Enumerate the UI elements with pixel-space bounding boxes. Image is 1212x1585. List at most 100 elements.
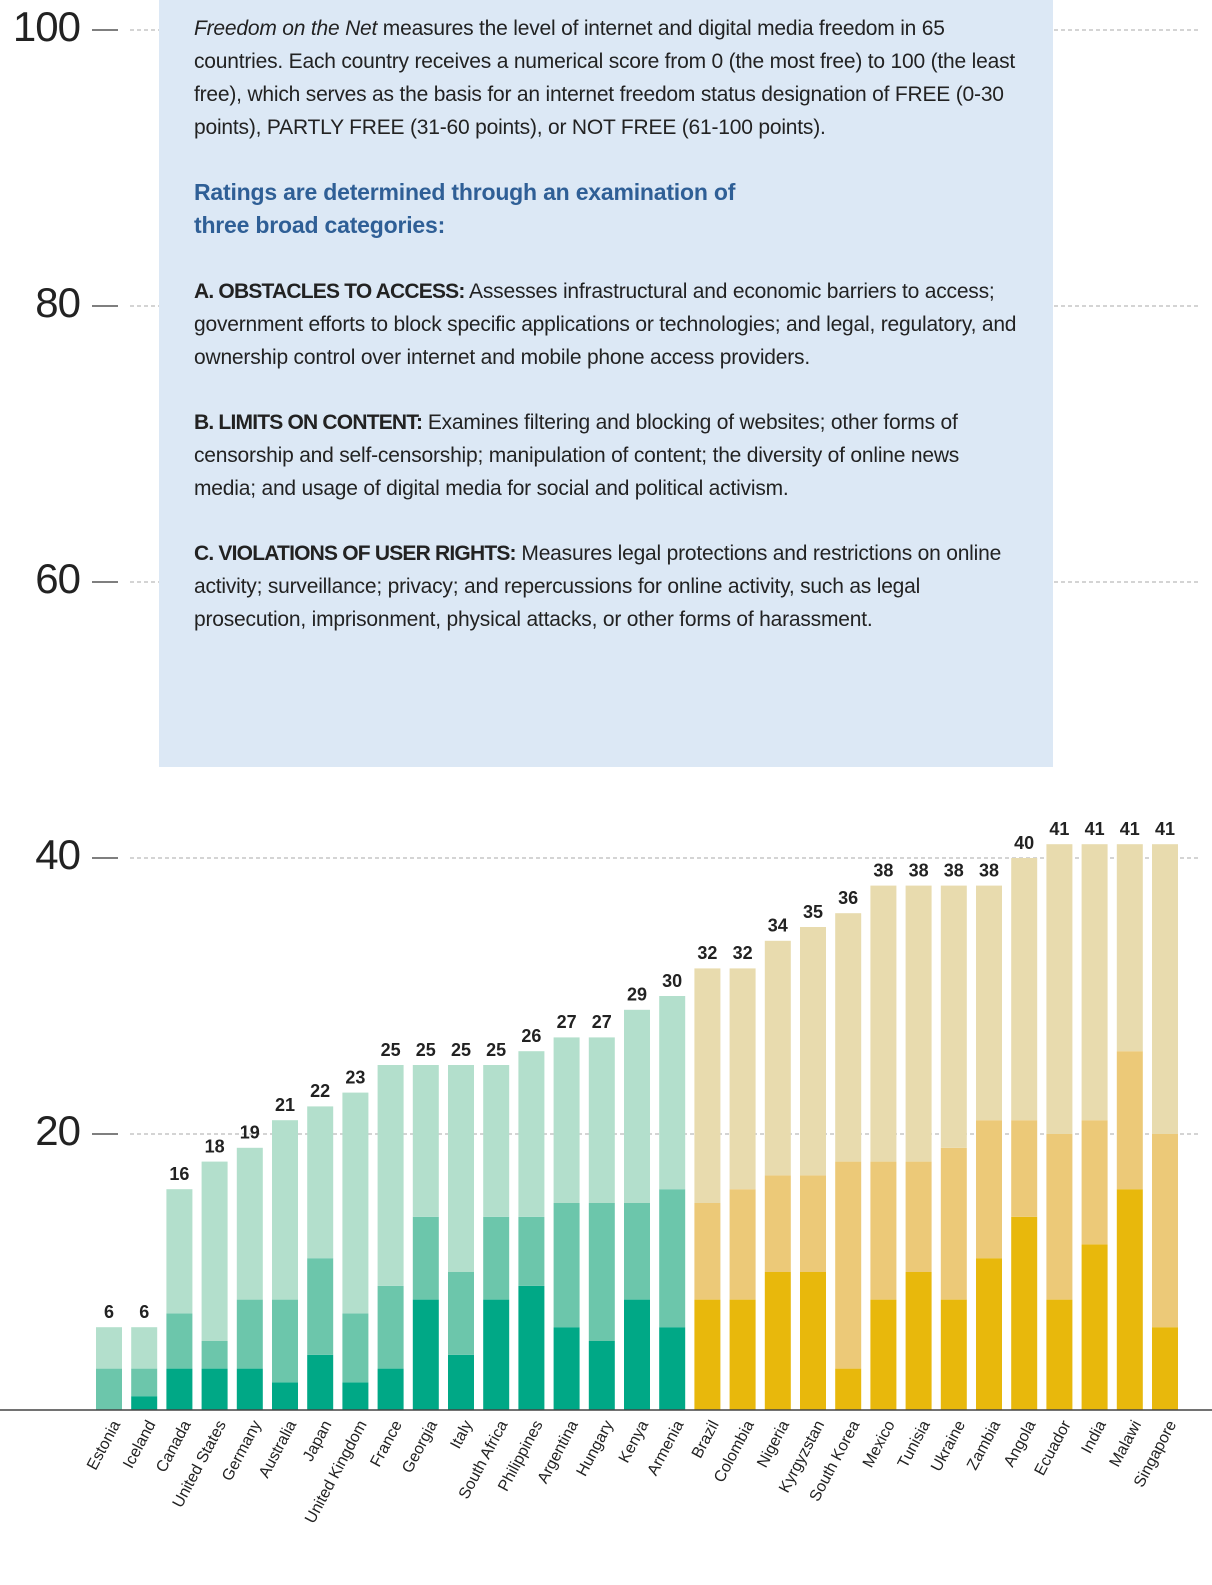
value-label: 16 — [169, 1164, 189, 1184]
x-tick-label: Angola — [1001, 1418, 1039, 1470]
bar-segment — [976, 1120, 1002, 1259]
item-text: Measures legal protections and restricti… — [194, 542, 1002, 631]
bar-segment — [377, 1285, 404, 1369]
bar-segment — [201, 1341, 228, 1369]
item-text: Examines filtering and blocking of websi… — [194, 411, 960, 500]
bar-segment — [800, 1175, 826, 1272]
value-label: 40 — [1014, 833, 1034, 853]
bar-segment — [694, 1299, 721, 1410]
intro-text: measures the level of internet and digit… — [194, 17, 1016, 139]
bar-segment — [800, 1272, 826, 1410]
value-label: 22 — [310, 1081, 330, 1101]
value-label: 19 — [240, 1123, 260, 1143]
bar-segment — [1081, 1244, 1108, 1410]
bar-segment — [1046, 1299, 1073, 1410]
bar-segment — [483, 1299, 510, 1410]
x-tick-label: Estonia — [84, 1418, 124, 1473]
bar-segment — [1011, 858, 1038, 1121]
value-label: 23 — [345, 1067, 365, 1087]
bar-segment — [272, 1382, 298, 1410]
bar-segment — [905, 1161, 932, 1272]
intro: Freedom on the Net measures the level of… — [194, 12, 1023, 144]
value-label: 25 — [486, 1040, 506, 1060]
value-label: 38 — [979, 860, 999, 880]
bar-segment — [870, 885, 897, 1162]
bar-segment — [835, 913, 862, 1162]
bar-segment — [236, 1299, 263, 1369]
bar-segment — [377, 1065, 404, 1286]
bar-segment — [764, 1175, 791, 1272]
bar-segment — [553, 1327, 580, 1410]
value-label: 35 — [803, 902, 823, 922]
x-tick-label: Malawi — [1107, 1418, 1145, 1470]
heading: Ratings are determined through an examin… — [194, 179, 736, 238]
x-tick-label: Georgia — [399, 1418, 441, 1476]
bar-segment — [201, 1368, 228, 1410]
bar-segment — [236, 1147, 263, 1300]
value-label: 34 — [768, 916, 788, 936]
bar-segment — [1046, 844, 1073, 1134]
bar-segment — [940, 1147, 967, 1300]
value-label: 38 — [944, 860, 964, 880]
value-label: 32 — [733, 943, 753, 963]
bar-segment — [448, 1065, 474, 1272]
item-label: B. LIMITS ON CONTENT: — [194, 411, 423, 434]
bar-segment — [1046, 1134, 1073, 1300]
bar-segment — [588, 1037, 615, 1203]
bar-segment — [412, 1299, 439, 1410]
x-tick-label: Kenya — [616, 1418, 652, 1466]
bar-segment — [800, 927, 826, 1176]
bar-segment — [694, 968, 721, 1203]
bar-segment — [131, 1396, 158, 1410]
item-label: C. VIOLATIONS OF USER RIGHTS: — [194, 542, 517, 565]
bar-segment — [1011, 1216, 1038, 1410]
bar-segment — [1152, 1134, 1178, 1328]
y-tick-label: 40 — [35, 831, 80, 878]
y-tick-label: 20 — [35, 1107, 80, 1154]
bar-segment — [659, 1327, 686, 1410]
bar-segment — [1116, 1051, 1143, 1190]
intro-title: Freedom on the Net — [194, 17, 378, 40]
bar-segment — [412, 1065, 439, 1217]
bar-segment — [342, 1382, 369, 1410]
bar-segment — [588, 1203, 615, 1341]
bar-segment — [835, 1161, 862, 1369]
bar-segment — [96, 1368, 122, 1410]
bar-segment — [448, 1354, 474, 1410]
value-label: 6 — [104, 1302, 114, 1322]
bar-segment — [131, 1368, 158, 1397]
item-text: Assesses infrastructural and economic ba… — [194, 280, 1017, 369]
bar-segment — [870, 1299, 897, 1410]
bar-segment — [729, 1189, 756, 1300]
value-label: 21 — [275, 1095, 295, 1115]
value-label: 41 — [1155, 819, 1175, 839]
bar-segment — [166, 1189, 193, 1314]
value-label: 25 — [451, 1040, 471, 1060]
x-tick-label: Japan — [300, 1418, 335, 1464]
bar-segment — [412, 1216, 439, 1300]
bar-segment — [694, 1203, 721, 1300]
value-label: 41 — [1049, 819, 1069, 839]
x-tick-label: Brazil — [689, 1418, 723, 1461]
bar-segment — [201, 1161, 228, 1341]
x-tick-label: Iceland — [120, 1418, 159, 1472]
value-label: 18 — [205, 1136, 225, 1156]
bar-segment — [307, 1258, 334, 1355]
x-tick-label: Zambia — [964, 1418, 1004, 1473]
bar-segment — [835, 1368, 862, 1410]
value-label: 41 — [1120, 819, 1140, 839]
bar-segment — [1081, 1120, 1108, 1245]
value-label: 26 — [521, 1026, 541, 1046]
x-tick-label: Tunisia — [895, 1418, 934, 1471]
item-label: A. OBSTACLES TO ACCESS: — [194, 280, 465, 303]
bar-segment — [483, 1216, 510, 1300]
bar-segment — [518, 1285, 545, 1410]
y-tick-label: 60 — [35, 555, 80, 602]
bar-segment — [553, 1203, 580, 1328]
bar-segment — [272, 1299, 298, 1383]
x-tick-label: India — [1079, 1418, 1110, 1457]
value-label: 27 — [592, 1012, 612, 1032]
bar-segment — [764, 1272, 791, 1410]
bar-segment — [1011, 1120, 1038, 1217]
